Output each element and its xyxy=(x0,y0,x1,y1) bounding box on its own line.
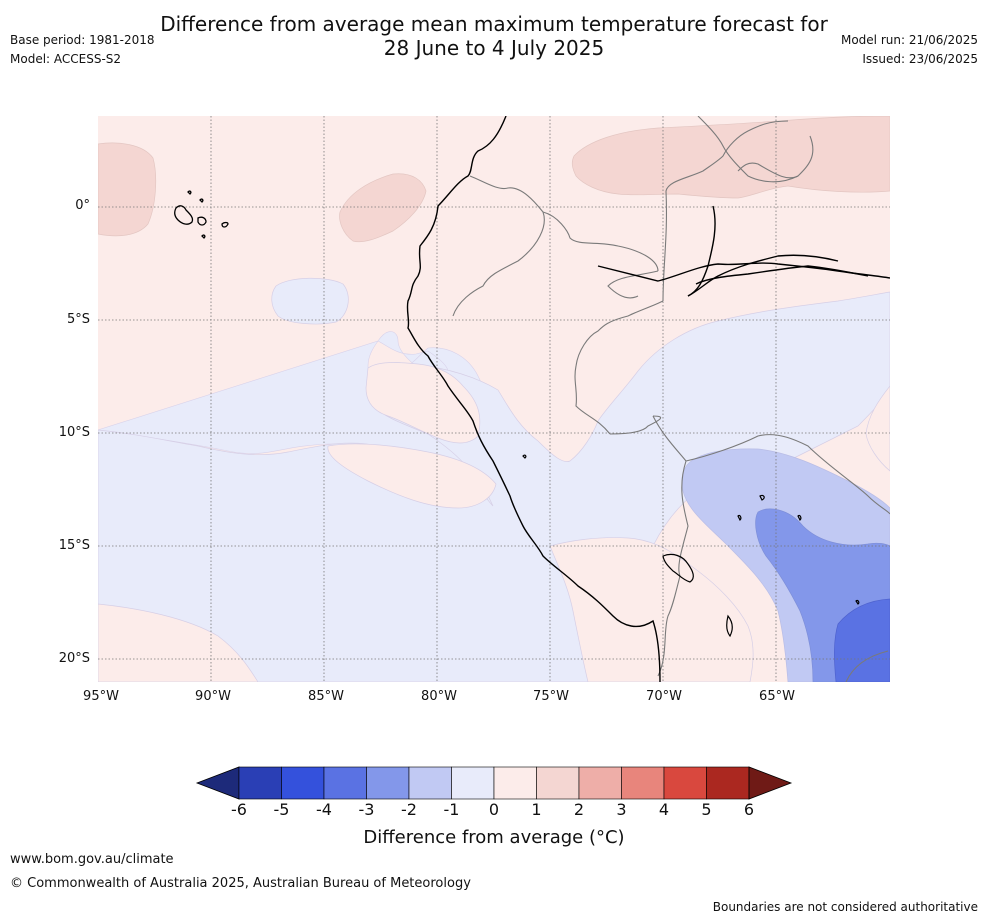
colorbar-arrow-high xyxy=(748,766,793,800)
colorbar-tick-label: -4 xyxy=(316,800,332,819)
colorbar-tick-label: 0 xyxy=(488,800,500,819)
lon-label-70w: 70°W xyxy=(646,689,682,704)
map-title-line-1: Difference from average mean maximum tem… xyxy=(160,12,828,36)
lon-label-75w: 75°W xyxy=(533,689,569,704)
colorbar-tick-label: 1 xyxy=(531,800,542,819)
graticule xyxy=(98,116,890,682)
colorbar-tick-label: 3 xyxy=(616,800,627,819)
colorbar-tick-label: 4 xyxy=(658,800,670,819)
coastline xyxy=(406,115,891,683)
colorbar-segment xyxy=(706,766,750,800)
colorbar-segment xyxy=(578,766,622,800)
base-period-label: Base period: 1981-2018 xyxy=(10,33,155,47)
lat-label-0: 0° xyxy=(75,198,90,213)
colorbar-segment xyxy=(408,766,452,800)
colorbar-tick-label: -2 xyxy=(401,800,417,819)
model-run-label: Model run: 21/06/2025 xyxy=(840,33,978,47)
colorbar-tick-label: -5 xyxy=(273,800,290,819)
colorbar-segment xyxy=(621,766,665,800)
colorbar-segment xyxy=(663,766,707,800)
colorbar-tick-label: 6 xyxy=(743,800,755,819)
colorbar-segment xyxy=(493,766,537,800)
lon-label-90w: 90°W xyxy=(195,689,231,704)
colorbar-label: Difference from average (°C) xyxy=(363,827,625,848)
colorbar-tick-label: -3 xyxy=(358,800,375,819)
colorbar-segment xyxy=(536,766,580,800)
issued-label: Issued: 23/06/2025 xyxy=(862,52,978,66)
lon-label-95w: 95°W xyxy=(83,689,119,704)
colorbar-segment xyxy=(323,766,367,800)
copyright-text: © Commonwealth of Australia 2025, Austra… xyxy=(10,876,471,891)
colorbar xyxy=(195,766,793,800)
model-label: Model: ACCESS-S2 xyxy=(10,52,122,66)
colorbar-tick-label: -6 xyxy=(231,800,247,819)
lat-label-5s: 5°S xyxy=(66,312,90,327)
lake-titicaca xyxy=(522,454,860,638)
anomaly-region-plus1 xyxy=(97,142,157,237)
colorbar-segment xyxy=(238,766,282,800)
lat-label-15s: 15°S xyxy=(58,538,90,553)
colorbar-segment xyxy=(281,766,325,800)
colorbar-segment xyxy=(451,766,495,800)
colorbar-tick-label: -1 xyxy=(443,800,460,819)
colorbar-segment xyxy=(366,766,410,800)
lon-label-65w: 65°W xyxy=(759,689,795,704)
lon-label-80w: 80°W xyxy=(421,689,457,704)
map-title-line-2: 28 June to 4 July 2025 xyxy=(383,36,605,60)
colorbar-tick-label: 5 xyxy=(701,800,712,819)
galapagos-islands xyxy=(174,190,229,239)
website-url[interactable]: www.bom.gov.au/climate xyxy=(10,852,174,867)
colorbar-arrow-low xyxy=(195,766,240,800)
forecast-map xyxy=(97,115,891,683)
colorbar-tick-label: 2 xyxy=(573,800,585,819)
lat-label-10s: 10°S xyxy=(58,425,90,440)
disclaimer-text: Boundaries are not considered authoritat… xyxy=(712,900,978,914)
lat-label-20s: 20°S xyxy=(58,651,90,666)
lon-label-85w: 85°W xyxy=(308,689,344,704)
country-borders xyxy=(452,115,891,683)
